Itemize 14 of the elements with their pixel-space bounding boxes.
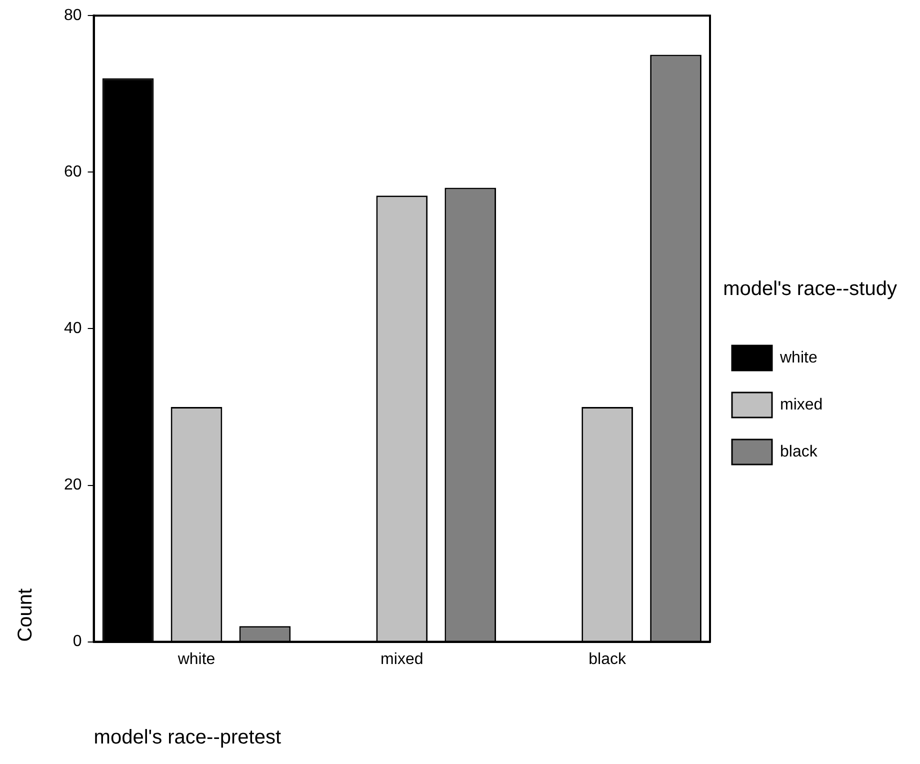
x-tick-label: mixed xyxy=(380,650,424,668)
y-tick-label: 80 xyxy=(64,7,82,24)
y-axis-title: Count xyxy=(14,588,37,642)
legend-title: model's race--study xyxy=(723,278,897,300)
y-tick-label: 20 xyxy=(64,476,82,494)
x-axis-title: model's race--pretest xyxy=(94,726,282,749)
x-tick-label: white xyxy=(176,650,216,668)
legend-label: mixed xyxy=(780,396,823,414)
legend-label: white xyxy=(779,349,818,366)
y-tick-label: 60 xyxy=(64,164,82,181)
y-tick-label: 40 xyxy=(64,320,82,338)
y-tick-label: 0 xyxy=(72,633,82,650)
legend-label: black xyxy=(780,443,818,460)
x-tick-label: black xyxy=(588,650,627,668)
